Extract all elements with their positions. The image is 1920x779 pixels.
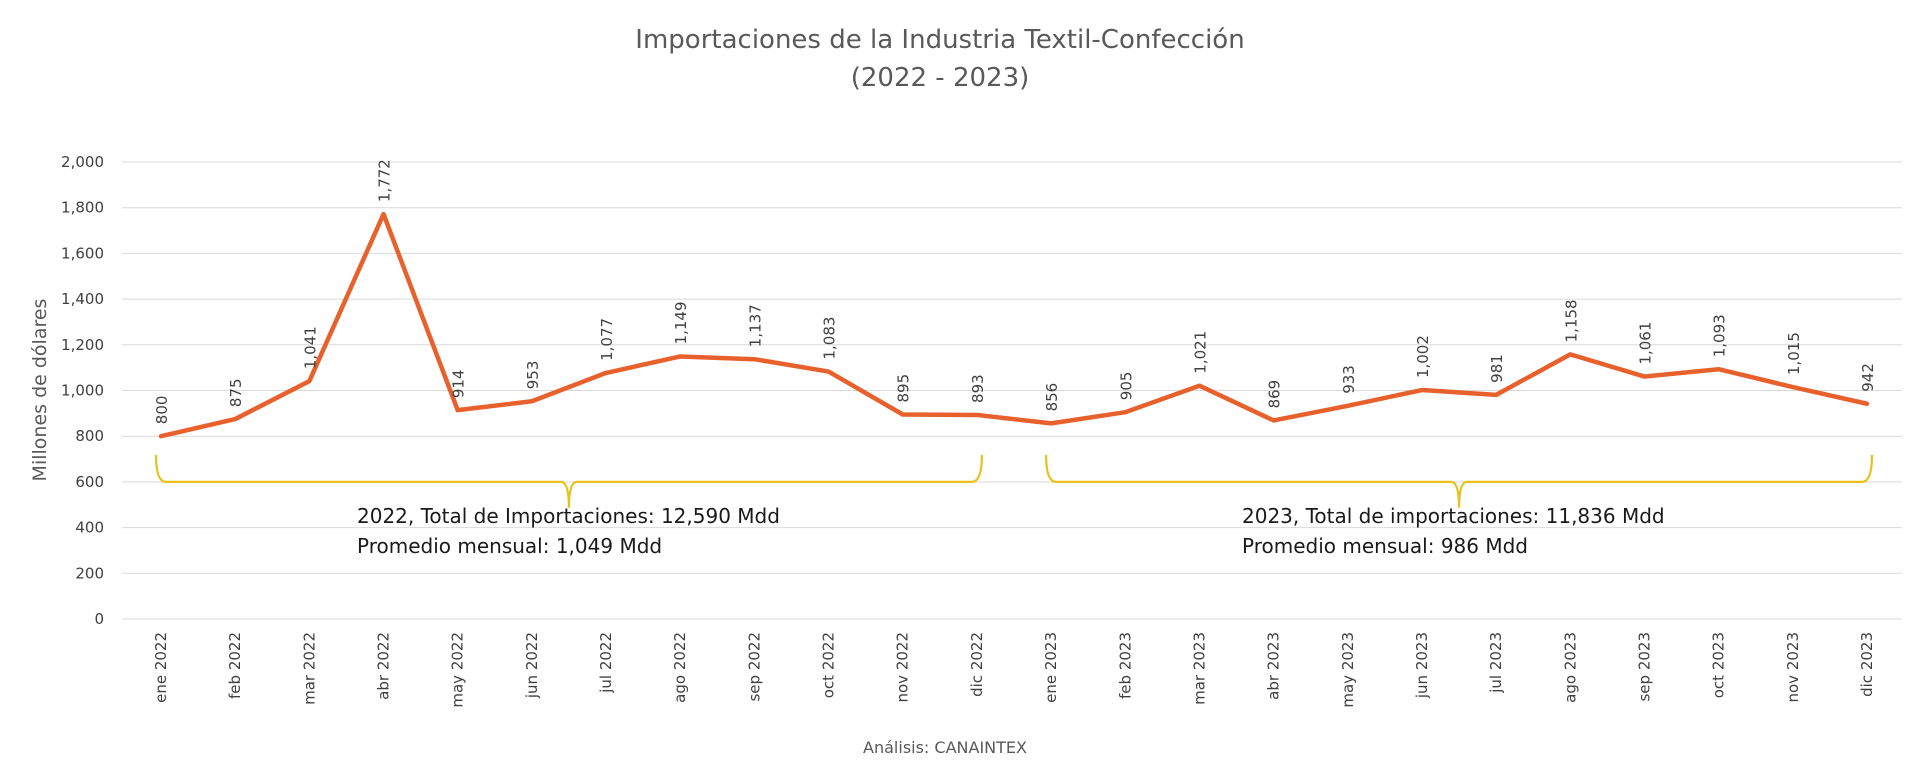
chart-subtitle: (2022 - 2023) [851,63,1030,93]
data-label: 869 [1266,380,1284,409]
x-tick-label: nov 2022 [894,632,912,703]
x-tick-label: may 2022 [449,632,467,708]
x-tick-label: ago 2022 [671,632,689,703]
data-label: 1,137 [746,304,764,347]
annotation-total: 2023, Total de importaciones: 11,836 Mdd [1242,504,1665,528]
x-tick-label: ene 2022 [152,632,170,703]
data-label: 1,158 [1562,299,1580,342]
data-label: 1,149 [672,302,690,345]
x-tick-label: oct 2022 [820,632,838,698]
x-tick-label: sep 2022 [745,632,763,702]
x-axis-ticks: ene 2022 feb 2022 mar 2022 abr 2022 may 2022… [152,632,1876,708]
x-tick-label: feb 2023 [1116,632,1134,699]
x-tick-label: sep 2023 [1635,632,1653,702]
annotation-average: Promedio mensual: 986 Mdd [1242,534,1528,558]
data-label: 800 [153,396,171,425]
x-tick-label: mar 2023 [1190,632,1208,705]
data-label: 893 [969,374,987,403]
data-label: 914 [450,370,468,399]
y-tick-label: 1,600 [61,244,104,262]
data-label: 942 [1859,363,1877,392]
annotations: 2022, Total de Importaciones: 12,590 Mdd… [357,504,1665,558]
x-tick-label: mar 2022 [300,632,318,705]
series-line [158,211,1870,439]
data-label: 1,021 [1191,331,1209,374]
data-label: 875 [227,378,245,407]
annotation-total: 2022, Total de Importaciones: 12,590 Mdd [357,504,780,528]
data-label: 1,093 [1711,314,1729,357]
data-label: 895 [895,374,913,403]
x-tick-label: abr 2022 [375,632,393,700]
x-tick-label: nov 2023 [1784,632,1802,703]
chart-title: Importaciones de la Industria Textil-Con… [635,25,1244,55]
data-label: 905 [1117,372,1135,401]
y-tick-label: 1,800 [61,199,104,217]
data-label: 1,083 [821,317,839,360]
y-tick-label: 2,000 [61,153,104,171]
data-label: 1,015 [1785,332,1803,375]
x-tick-label: dic 2023 [1858,632,1876,697]
year-brace [1044,454,1874,508]
y-tick-label: 800 [75,427,104,445]
x-tick-label: ene 2023 [1042,632,1060,703]
x-tick-label: ago 2023 [1561,632,1579,703]
data-labels: 800 875 1,041 1,772 914 953 1,077 1,149 1,137 1,0… [153,159,1877,424]
y-tick-label: 400 [75,519,104,537]
data-label: 856 [1043,383,1061,412]
x-tick-label: oct 2023 [1710,632,1728,698]
data-label: 1,002 [1414,335,1432,378]
year-brace [154,454,984,508]
source-note: Análisis: CANAINTEX [863,738,1027,757]
x-tick-label: jun 2023 [1413,632,1431,699]
annotation-average: Promedio mensual: 1,049 Mdd [357,534,662,558]
y-tick-label: 1,200 [61,336,104,354]
x-tick-label: feb 2022 [226,632,244,699]
year-braces [154,454,1874,508]
y-axis-ticks: 0 200 400 600 800 1,000 1,200 1,400 1,600 1,800 2,… [61,153,104,628]
y-tick-label: 600 [75,473,104,491]
series-line-layer [158,211,1870,439]
x-tick-label: abr 2023 [1265,632,1283,700]
y-axis-label: Millones de dólares [29,299,51,482]
y-tick-label: 1,000 [61,382,104,400]
data-label: 953 [524,361,542,390]
data-label: 1,061 [1636,322,1654,365]
data-label: 1,772 [376,159,394,202]
data-label: 1,077 [598,318,616,361]
y-tick-label: 200 [75,564,104,582]
data-label: 933 [1340,365,1358,394]
data-label: 981 [1488,354,1506,383]
x-tick-label: jun 2022 [523,632,541,699]
gridlines [122,161,1902,620]
data-label: 1,041 [301,326,319,369]
x-tick-label: may 2023 [1339,632,1357,708]
x-tick-label: jul 2023 [1487,632,1505,694]
y-tick-label: 0 [94,610,104,628]
x-tick-label: jul 2022 [597,632,615,694]
y-tick-label: 1,400 [61,290,104,308]
x-tick-label: dic 2022 [968,632,986,697]
